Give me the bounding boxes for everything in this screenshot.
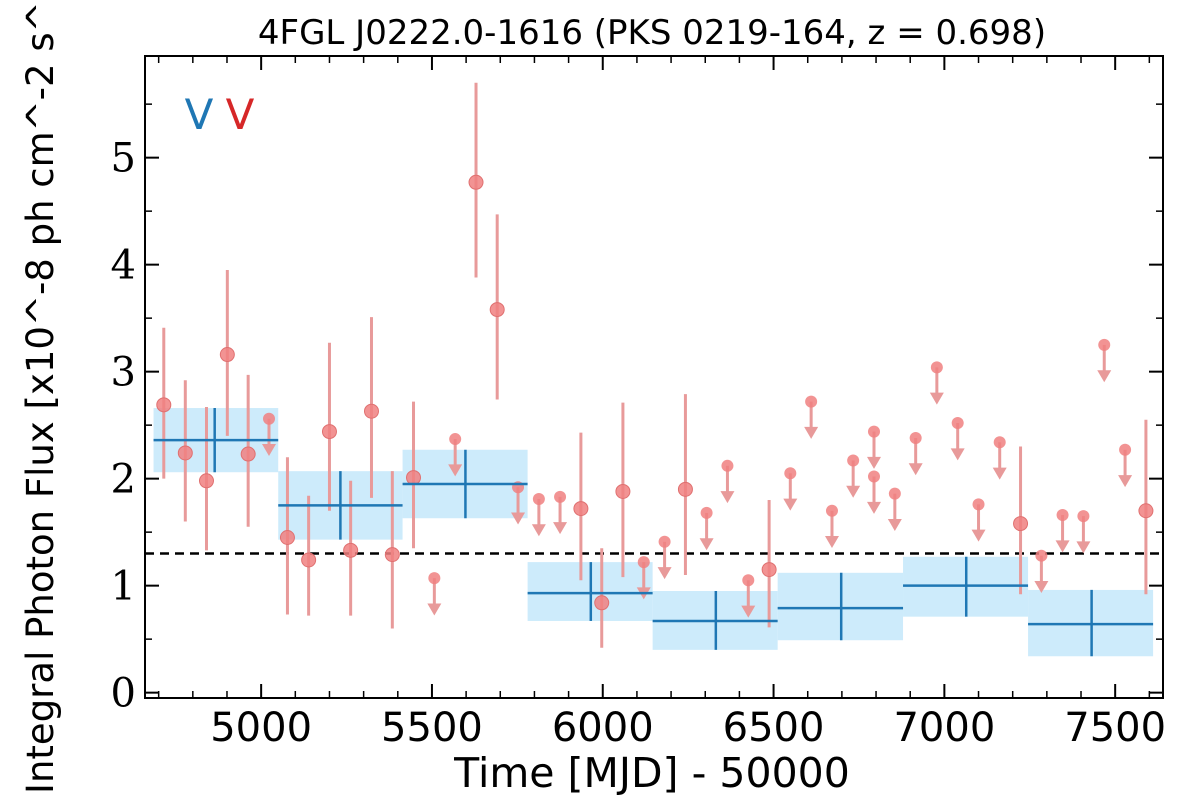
detection-point bbox=[198, 473, 214, 489]
upper-limit-arrow bbox=[262, 444, 277, 457]
legend-marker: V bbox=[185, 90, 214, 139]
upper-limit-arrow bbox=[866, 456, 881, 469]
detection-point bbox=[301, 552, 317, 568]
axes-layer: 5000 5500 6000 6500 7000 7500 0 1 2 3 4 5 bbox=[111, 55, 1166, 751]
upper-limit-point bbox=[847, 454, 860, 467]
detection-point bbox=[177, 445, 193, 461]
upper-limit-point bbox=[867, 470, 880, 483]
detection-point bbox=[1013, 516, 1029, 532]
detection-point bbox=[279, 530, 295, 545]
legend-marker: V bbox=[226, 90, 255, 139]
upper-limit-arrow bbox=[720, 491, 735, 504]
detection-point bbox=[219, 347, 235, 363]
upper-limit-arrow bbox=[531, 524, 546, 537]
detection-point bbox=[1138, 503, 1154, 519]
x-tick-label: 6500 bbox=[723, 705, 825, 751]
upper-limit-arrow bbox=[741, 605, 756, 618]
upper-limit-arrow bbox=[783, 498, 798, 511]
upper-limit-arrow bbox=[824, 536, 839, 549]
upper-limit-arrow bbox=[511, 512, 526, 525]
x-tick-label: 6000 bbox=[552, 705, 654, 751]
upper-limit-point bbox=[888, 487, 901, 500]
detection-point bbox=[489, 302, 505, 318]
binned-point-layer bbox=[153, 408, 1154, 657]
upper-limit-point bbox=[993, 436, 1006, 449]
upper-limit-point bbox=[637, 556, 650, 569]
y-tick-label: 0 bbox=[111, 671, 136, 717]
upper-limit-point bbox=[1035, 549, 1048, 562]
upper-limit-point bbox=[449, 433, 462, 446]
upper-limit-point bbox=[784, 467, 797, 480]
detection-point bbox=[615, 483, 631, 499]
detection-point bbox=[468, 174, 484, 190]
detection-point bbox=[321, 424, 337, 440]
upper-limit-arrow bbox=[908, 463, 923, 476]
detection-point bbox=[573, 501, 589, 517]
upper-limit-arrow bbox=[846, 485, 861, 498]
upper-limit-arrow bbox=[699, 538, 714, 551]
x-tick-label: 7000 bbox=[893, 705, 995, 751]
y-tick-label: 2 bbox=[111, 457, 136, 503]
upper-limit-arrow bbox=[887, 518, 902, 531]
plot-frame bbox=[144, 55, 1164, 699]
upper-limit-point bbox=[1056, 509, 1069, 522]
upper-limit-arrow bbox=[1097, 370, 1112, 383]
upper-limit-point bbox=[867, 425, 880, 438]
upper-limit-arrow bbox=[1118, 475, 1133, 488]
detection-point bbox=[343, 542, 359, 558]
x-axis-label: Time [MJD] - 50000 bbox=[453, 749, 850, 797]
detection-point bbox=[761, 562, 777, 578]
detection-point bbox=[384, 547, 400, 563]
upper-limit-arrow bbox=[866, 501, 881, 514]
upper-limit-point bbox=[1077, 510, 1090, 523]
detection-point bbox=[363, 403, 379, 419]
upper-limit-arrow bbox=[929, 392, 944, 405]
upper-limit-point bbox=[1119, 443, 1132, 456]
upper-limit-arrow bbox=[427, 603, 442, 616]
upper-limit-arrow bbox=[1076, 541, 1091, 554]
upper-limit-arrow bbox=[971, 529, 986, 542]
upper-limit-arrow bbox=[992, 467, 1007, 480]
data-point-layer bbox=[156, 82, 1154, 648]
y-axis-label: Integral Photon Flux [x10^-8 ph cm^-2 s^… bbox=[19, 0, 62, 794]
y-tick-label: 5 bbox=[111, 136, 136, 182]
detection-point bbox=[240, 446, 256, 462]
y-tick-label: 1 bbox=[111, 564, 136, 610]
upper-limit-point bbox=[742, 574, 755, 587]
upper-limit-point bbox=[532, 492, 545, 505]
upper-limit-point bbox=[721, 459, 734, 472]
upper-limit-arrow bbox=[950, 448, 965, 461]
upper-limit-arrow bbox=[1034, 581, 1049, 593]
upper-limit-arrow bbox=[804, 426, 819, 439]
x-tick-label: 7500 bbox=[1064, 705, 1166, 751]
upper-limit-point bbox=[909, 431, 922, 444]
detection-point bbox=[156, 397, 172, 413]
upper-limit-point bbox=[700, 506, 713, 519]
detection-point bbox=[677, 481, 693, 497]
upper-limit-point bbox=[972, 498, 985, 511]
x-tick-label: 5000 bbox=[210, 705, 312, 751]
upper-limit-point bbox=[825, 504, 838, 517]
upper-limit-point bbox=[554, 490, 567, 503]
detection-point bbox=[406, 470, 422, 486]
chart-title: 4FGL J0222.0-1616 (PKS 0219-164, z = 0.6… bbox=[258, 13, 1046, 53]
upper-limit-point bbox=[658, 535, 671, 548]
upper-limit-arrow bbox=[553, 522, 568, 535]
upper-limit-point bbox=[1098, 338, 1111, 351]
upper-limit-arrow bbox=[1055, 540, 1070, 553]
y-tick-label: 4 bbox=[111, 243, 136, 289]
upper-limit-point bbox=[428, 572, 441, 585]
upper-limit-arrow bbox=[657, 567, 672, 580]
upper-limit-point bbox=[951, 417, 964, 430]
y-tick-label: 3 bbox=[111, 350, 136, 396]
upper-limit-arrow bbox=[448, 464, 463, 477]
x-tick-label: 5500 bbox=[381, 705, 483, 751]
upper-limit-point bbox=[805, 395, 818, 408]
upper-limit-point bbox=[263, 412, 276, 425]
detection-point bbox=[594, 595, 610, 611]
upper-limit-point bbox=[930, 361, 943, 374]
